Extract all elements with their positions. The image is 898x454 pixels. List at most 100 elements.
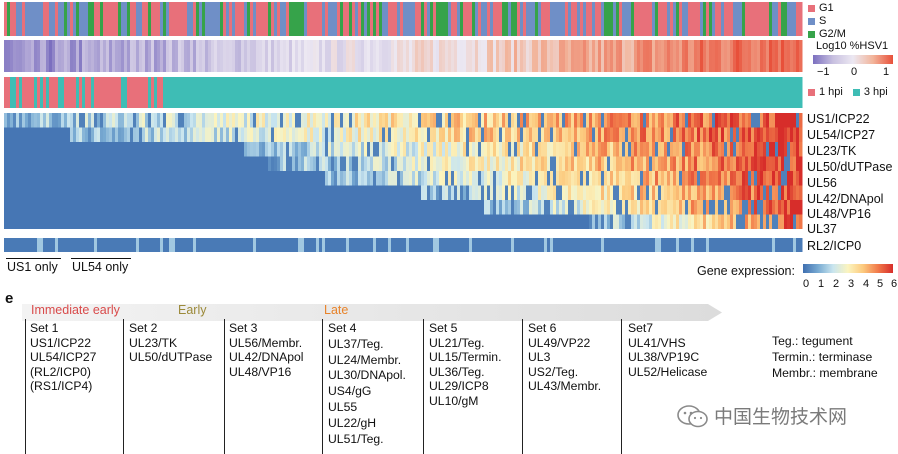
gene-expression-cell	[664, 127, 668, 142]
gene-expression-cell	[304, 127, 308, 142]
gene-expression-cell	[406, 142, 410, 157]
hsv-cell	[466, 40, 470, 72]
gene-expression-cell	[121, 200, 125, 215]
cell-cycle-cell	[31, 2, 35, 36]
gene-expression-cell	[166, 142, 170, 157]
cell-cycle-cell	[139, 2, 143, 36]
gene-expression-cell	[487, 113, 491, 128]
gene-expression-cell	[796, 113, 800, 128]
gene-expression-cell	[244, 142, 248, 157]
time-cell	[562, 77, 566, 108]
gene-expression-cell	[298, 127, 302, 142]
time-cell	[232, 77, 236, 108]
cell-cycle-cell	[403, 2, 407, 36]
time-cell	[127, 77, 131, 108]
hsv-cell	[505, 40, 509, 72]
rl2-expression-cell	[700, 238, 704, 252]
legend-item-s: S	[808, 15, 826, 27]
gene-expression-cell	[589, 142, 593, 157]
kinetic-late: Late	[324, 303, 349, 317]
time-cell	[4, 77, 8, 108]
time-cell	[505, 77, 509, 108]
gene-expression-cell	[781, 156, 785, 171]
gene-expression-cell	[97, 156, 101, 171]
gene-expression-cell	[16, 156, 20, 171]
time-cell	[541, 77, 545, 108]
gene-expression-cell	[136, 200, 140, 215]
cell-cycle-cell	[46, 2, 50, 36]
hsv-cell	[793, 40, 797, 72]
gene-expression-cell	[733, 200, 737, 215]
gene-expression-cell	[355, 171, 359, 186]
cell-cycle-cell	[706, 2, 710, 36]
gene-expression-cell	[391, 113, 395, 128]
gene-expression-cell	[103, 214, 107, 229]
time-cell	[364, 77, 368, 108]
gene-expression-cell	[403, 200, 407, 215]
gene-expression-cell	[715, 185, 719, 200]
gene-expression-cell	[61, 127, 65, 142]
gene-expression-cell	[403, 156, 407, 171]
cell-cycle-cell	[778, 2, 782, 36]
hsv-cell	[265, 40, 269, 72]
gene-expression-cell	[124, 185, 128, 200]
cell-cycle-cell	[799, 2, 803, 36]
cell-cycle-cell	[343, 2, 347, 36]
gene-expression-cell	[748, 171, 752, 186]
gene-expression-cell	[253, 142, 257, 157]
gene-expression-cell	[127, 214, 131, 229]
cell-cycle-cell	[490, 2, 494, 36]
gene-expression-cell	[754, 113, 758, 128]
hsv-cell	[475, 40, 479, 72]
gene-expression-cell	[151, 156, 155, 171]
cell-cycle-cell	[109, 2, 113, 36]
time-cell	[265, 77, 269, 108]
gene-expression-cell	[133, 142, 137, 157]
gene-expression-cell	[364, 185, 368, 200]
rl2-expression-cell	[118, 238, 122, 252]
cell-cycle-cell	[223, 2, 227, 36]
time-cell	[631, 77, 635, 108]
gene-expression-cell	[397, 171, 401, 186]
gene-expression-cell	[496, 171, 500, 186]
gene-expression-cell	[175, 156, 179, 171]
gene-expression-cell	[244, 171, 248, 186]
time-cell	[700, 77, 704, 108]
hsv-tick-1: 1	[883, 66, 890, 78]
gene-expression-cell	[34, 200, 38, 215]
gene-expression-cell	[187, 113, 191, 128]
gene-expression-cell	[367, 127, 371, 142]
gene-expression-cell	[40, 127, 44, 142]
gene-expression-cell	[742, 200, 746, 215]
time-cell	[724, 77, 728, 108]
rl2-expression-cell	[790, 238, 794, 252]
cell-cycle-cell	[745, 2, 749, 36]
gene-expression-cell	[589, 156, 593, 171]
gene-expression-cell	[214, 156, 218, 171]
gene-expression-cell	[670, 214, 674, 229]
cell-cycle-cell	[292, 2, 296, 36]
set-1-item: UL54/ICP27	[30, 350, 97, 365]
gene-expression-cell	[760, 171, 764, 186]
gene-expression-cell	[463, 200, 467, 215]
gene-expression-cell	[613, 156, 617, 171]
gene-expression-cell	[193, 142, 197, 157]
gene-expression-cell	[541, 171, 545, 186]
gene-expression-cell	[754, 127, 758, 142]
gene-expression-cell	[115, 214, 119, 229]
rl2-expression-cell	[157, 238, 161, 252]
gene-expression-cell	[349, 142, 353, 157]
gene-expression-cell	[616, 200, 620, 215]
gene-expression-cell	[94, 156, 98, 171]
gene-expression-cell	[511, 200, 515, 215]
gene-label-ul54: UL54/ICP27	[807, 128, 876, 142]
gene-expression-cell	[757, 142, 761, 157]
hsv-cell	[124, 40, 128, 72]
time-cell	[349, 77, 353, 108]
gene-expression-cell	[103, 171, 107, 186]
gene-expression-cell	[667, 156, 671, 171]
time-cell	[31, 77, 35, 108]
gene-expression-cell	[49, 171, 53, 186]
rl2-expression-cell	[250, 238, 254, 252]
gene-expression-cell	[559, 156, 563, 171]
